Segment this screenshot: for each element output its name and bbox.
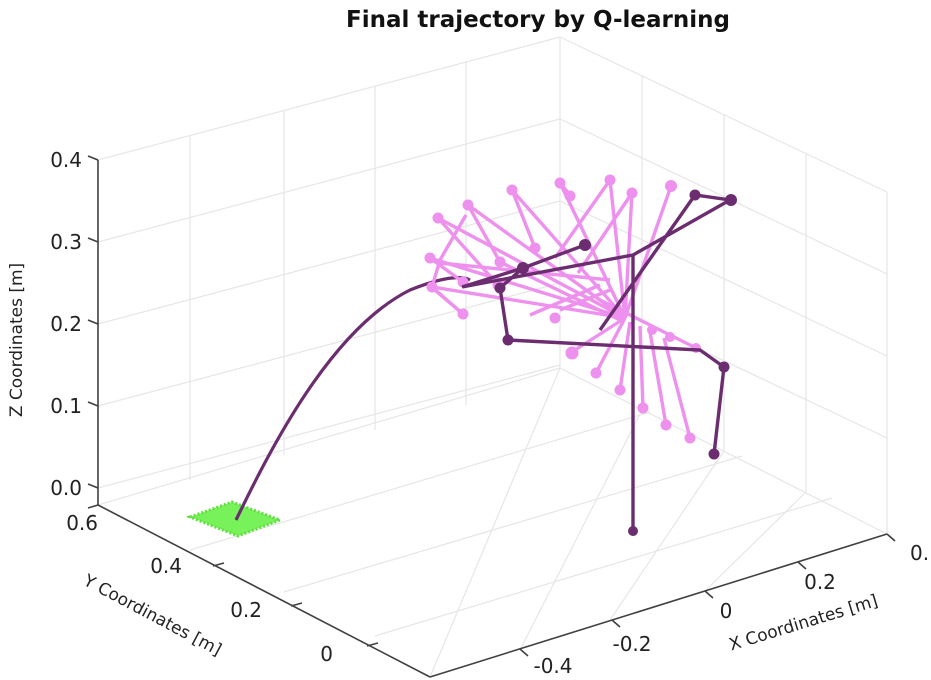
y-tick-labels: 0.6 0.4 0.2 0 (66, 511, 333, 666)
z-axis-label: Z Coordinates [m] (7, 263, 27, 417)
end-effector-path (234, 276, 471, 521)
axes (87, 155, 896, 678)
svg-text:0.3: 0.3 (50, 230, 82, 254)
svg-text:0.: 0. (910, 541, 929, 565)
svg-text:0.0: 0.0 (50, 476, 82, 500)
final-joints (494, 189, 737, 536)
svg-text:0: 0 (720, 599, 733, 623)
svg-text:0.4: 0.4 (50, 148, 82, 172)
y-axis-label: Y Coordinates [m] (79, 570, 224, 660)
z-tick-labels: 0.4 0.3 0.2 0.1 0.0 (50, 148, 82, 500)
x-axis-line (429, 533, 888, 678)
svg-text:0.2: 0.2 (230, 598, 262, 622)
svg-text:0: 0 (320, 642, 333, 666)
grid-lines (97, 36, 888, 678)
x-tick-labels: -0.4 -0.2 0 0.2 0. (533, 541, 929, 678)
svg-text:0.1: 0.1 (50, 394, 82, 418)
y-axis-line (97, 504, 431, 678)
svg-text:0.4: 0.4 (150, 554, 182, 578)
chart-title: Final trajectory by Q-learning (346, 7, 730, 33)
x-axis-label: X Coordinates [m] (727, 591, 880, 655)
intermediate-arms (426, 175, 697, 439)
svg-text:0.2: 0.2 (50, 312, 82, 336)
svg-text:-0.2: -0.2 (612, 632, 651, 656)
intermediate-joints (424, 174, 701, 444)
svg-text:-0.4: -0.4 (533, 654, 572, 678)
svg-text:0.6: 0.6 (66, 511, 98, 535)
svg-text:0.2: 0.2 (804, 570, 836, 594)
